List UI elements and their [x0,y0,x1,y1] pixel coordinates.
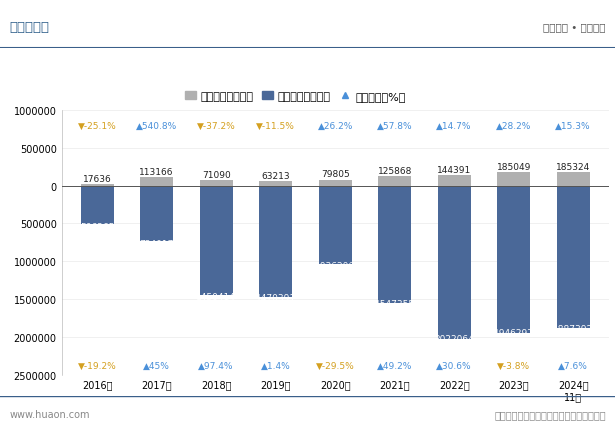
Bar [81,186,114,225]
Text: 1470391: 1470391 [256,294,296,302]
Bar [498,186,530,333]
Bar [557,186,590,328]
Bar [319,186,352,265]
Text: 2016-2024年11月大庆市(境内目的地/货源地)进、出口额: 2016-2024年11月大庆市(境内目的地/货源地)进、出口额 [159,58,456,74]
Text: 113166: 113166 [140,167,174,176]
Text: 79805: 79805 [321,170,349,179]
Bar [557,172,590,186]
Text: 144391: 144391 [437,165,471,174]
Legend: 出口额（万美元）, 进口额（万美元）, 同比增长（%）: 出口额（万美元）, 进口额（万美元）, 同比增长（%） [180,87,410,106]
Text: 734017: 734017 [140,239,174,248]
Text: 125868: 125868 [378,167,412,176]
Bar [438,176,470,186]
Bar [260,181,292,186]
Text: ▲30.6%: ▲30.6% [437,360,472,370]
Text: 华经情报网: 华经情报网 [9,20,49,33]
Bar [140,178,173,186]
Text: ▲540.8%: ▲540.8% [136,121,177,130]
Text: 1036206: 1036206 [315,262,355,271]
Bar [81,185,114,186]
Text: ▲97.4%: ▲97.4% [199,360,234,370]
Bar [260,186,292,297]
Text: 1946297: 1946297 [494,328,534,337]
Text: 63213: 63213 [261,171,290,180]
Text: ▲26.2%: ▲26.2% [317,121,353,130]
Bar [200,186,232,296]
Text: 185324: 185324 [556,162,590,171]
Text: ▲7.6%: ▲7.6% [558,360,588,370]
Text: 71090: 71090 [202,171,231,180]
Bar [378,186,411,303]
Text: ▲49.2%: ▲49.2% [377,360,412,370]
Text: 185049: 185049 [496,162,531,171]
Text: ▼-11.5%: ▼-11.5% [256,121,295,130]
Text: 1547355: 1547355 [375,299,415,308]
Text: 17636: 17636 [83,175,111,184]
Text: 1450414: 1450414 [196,292,236,301]
Bar [378,177,411,186]
Bar [200,181,232,186]
Text: ▼-29.5%: ▼-29.5% [315,360,355,370]
Text: 506265: 506265 [80,222,114,231]
Text: 专业严谨 • 客观科学: 专业严谨 • 客观科学 [543,22,606,32]
Text: ▲45%: ▲45% [143,360,170,370]
Text: ▼-37.2%: ▼-37.2% [197,121,236,130]
Text: ▲1.4%: ▲1.4% [261,360,290,370]
Bar [140,186,173,242]
Text: ▲28.2%: ▲28.2% [496,121,531,130]
Text: ▲15.3%: ▲15.3% [555,121,591,130]
Text: ▼-25.1%: ▼-25.1% [78,121,117,130]
Text: ▼-19.2%: ▼-19.2% [78,360,117,370]
Text: ▼-3.8%: ▼-3.8% [497,360,530,370]
Text: ▲57.8%: ▲57.8% [377,121,413,130]
Text: ▲14.7%: ▲14.7% [437,121,472,130]
Text: www.huaon.com: www.huaon.com [9,409,90,419]
Text: 数据来源：中国海关；华经产业研究院整理: 数据来源：中国海关；华经产业研究院整理 [494,409,606,419]
Text: 2022064: 2022064 [434,334,474,343]
Bar [438,186,470,339]
Text: 1887392: 1887392 [553,324,593,333]
Bar [498,172,530,186]
Bar [319,180,352,186]
